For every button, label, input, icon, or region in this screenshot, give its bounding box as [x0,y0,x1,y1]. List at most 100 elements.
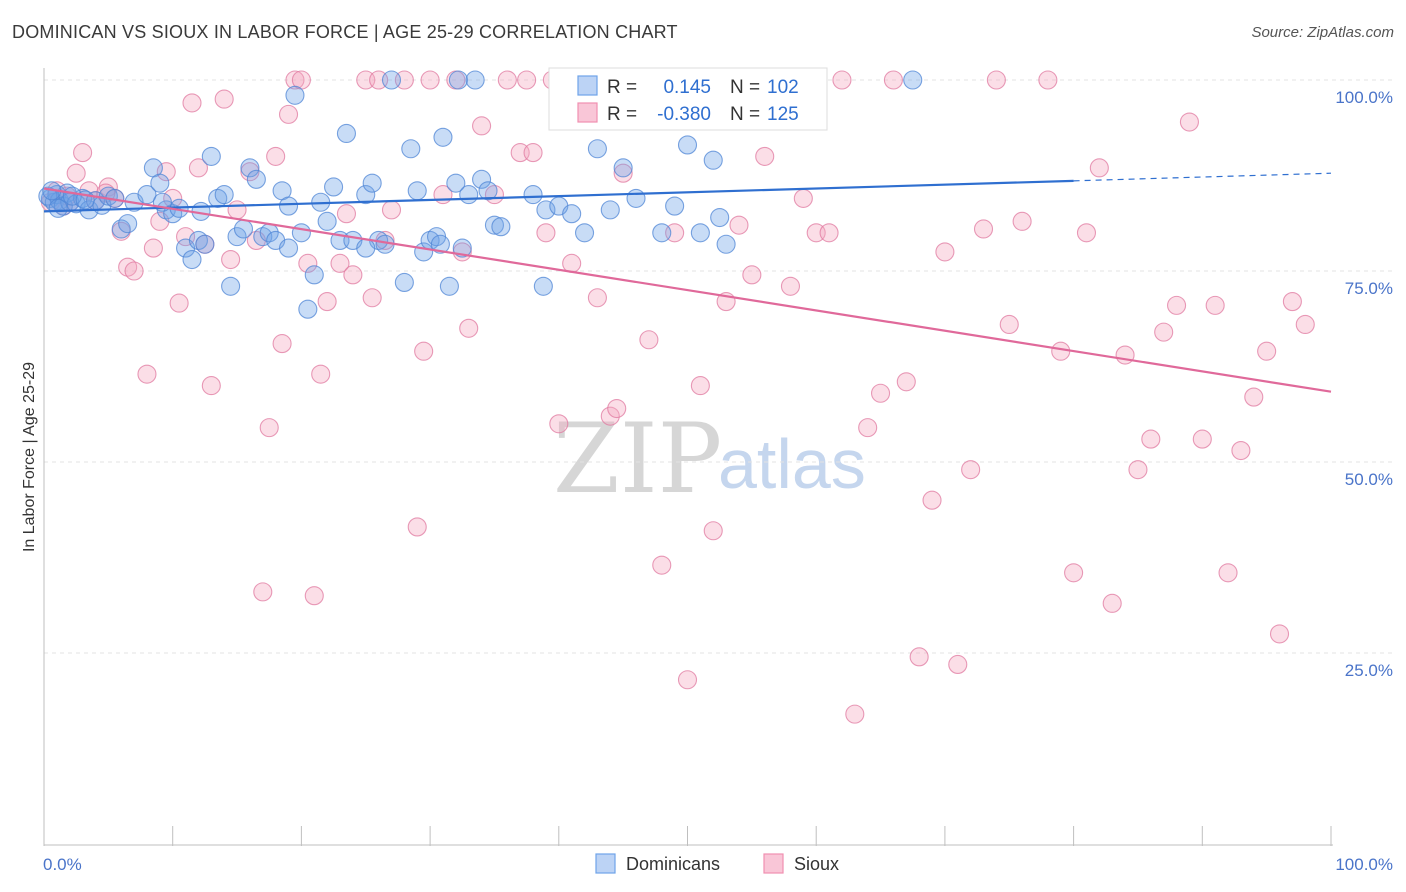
sioux-point [298,253,318,273]
stats-swatch-sioux [577,102,598,123]
sioux-point [780,276,801,296]
sioux-point [986,70,1006,90]
sioux-point [266,146,286,166]
sioux-point [1038,70,1058,90]
dominican-point [356,238,376,258]
dominican-point [221,276,241,296]
sioux-point [1064,563,1084,583]
sioux-point [156,162,176,182]
sioux-point [1282,292,1302,312]
bottom-legend: Dominicans Sioux [595,853,839,874]
dominican-point [407,181,427,201]
sioux-point [639,330,659,350]
dominican-point [600,200,620,220]
dominican-point [291,223,311,243]
legend-label-dominicans: Dominicans [626,854,720,874]
dominican-point [574,223,595,243]
sioux-point [536,223,556,243]
sioux-point [459,318,479,338]
dominican-point [448,70,468,90]
stats-n-label-2: N = [730,104,760,125]
sioux-point [961,460,981,480]
sioux-point [1179,112,1199,132]
sioux-point [1295,314,1315,335]
dominican-point [356,185,376,205]
dominican-point [401,139,421,159]
legend-swatch-sioux [763,853,784,874]
sioux-point [1128,460,1148,480]
sioux-point [703,521,723,541]
sioux-point [1244,387,1264,407]
sioux-point [755,146,775,166]
sioux-point [311,364,331,384]
x-tick-label-max: 100.0% [1335,855,1393,874]
sioux-point [278,104,299,124]
sioux-point [330,253,350,273]
dominican-point [536,200,556,220]
dominican-point [317,211,337,231]
dominican-point [690,223,710,243]
sioux-point [1218,563,1238,583]
dominican-point [478,181,498,201]
sioux-point [883,70,903,90]
sioux-point [690,376,710,396]
sioux-point [137,364,157,384]
source-label: Source: ZipAtlas.com [1251,24,1394,41]
dominican-point [48,198,68,218]
sioux-point [1167,295,1187,315]
sioux-point [214,89,234,109]
sioux-point [182,93,202,113]
sioux-point [1257,341,1277,361]
watermark-zip: ZIP [553,403,722,515]
dominican-point [182,249,202,270]
sioux-point [381,200,402,220]
dominican-point [214,185,234,205]
sioux-point [176,227,196,247]
legend-label-sioux: Sioux [794,854,839,874]
dominican-point [523,185,543,205]
sioux-point [497,70,517,90]
dominican-point [716,234,736,254]
sioux-point [253,582,273,602]
x-ticks [43,826,1332,846]
sioux-point [973,219,994,239]
x-tick-label-min: 0.0% [43,855,82,874]
sioux-point [272,334,292,354]
sioux-point [845,704,865,724]
sioux-points [40,70,1315,724]
dominican-point [195,234,215,254]
sioux-point [317,292,337,312]
dominican-point [652,223,672,243]
dominican-point [118,214,138,234]
sioux-point [587,288,607,308]
dominican-point [38,186,58,206]
sioux-point [414,341,434,361]
sioux-point [517,70,537,90]
sioux-point [407,517,427,537]
sioux-point [948,654,968,675]
sioux-point [188,158,208,178]
dominican-point [201,146,221,166]
sioux-point [66,163,86,183]
trend-lines [43,172,1332,393]
sioux-point [1089,158,1109,178]
dominican-point [439,276,459,296]
dominican-point [150,173,170,193]
dominican-point [285,85,305,105]
dominican-point [446,173,466,193]
sioux-point [336,204,356,224]
dominican-point [703,150,723,170]
sioux-point [729,215,749,235]
sioux-point [858,418,878,438]
dominican-point [240,158,260,178]
dominican-point [278,196,299,216]
sioux-point [143,238,163,258]
stats-n-label-1: N = [730,77,760,98]
dominican-point [298,299,318,319]
y-tick-labels: 100.0% 75.0% 50.0% 25.0% [1335,88,1393,680]
sioux-point [1192,429,1212,449]
dominican-point [903,70,923,90]
sioux-point [909,647,929,667]
y-tick-label: 25.0% [1345,661,1393,680]
